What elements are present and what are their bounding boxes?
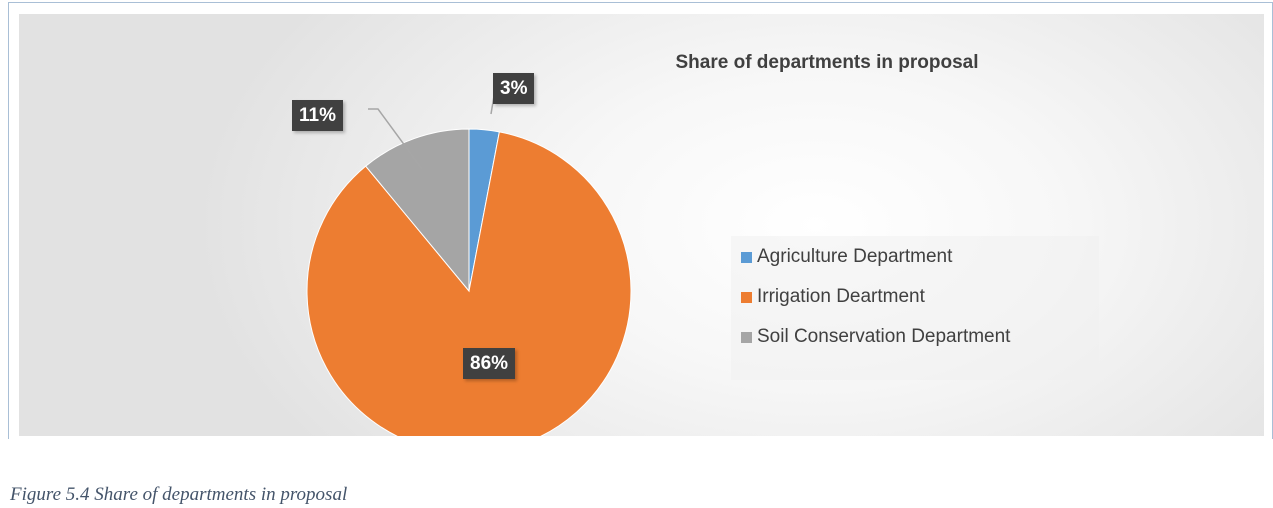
- legend-label-soil-conservation: Soil Conservation Department: [757, 326, 1011, 347]
- legend-item-soil-conservation: Soil Conservation Department: [741, 326, 1010, 348]
- data-label-irrigation: 86%: [463, 348, 516, 379]
- legend-label-agriculture: Agriculture Department: [757, 246, 953, 267]
- legend-item-agriculture: Agriculture Department: [741, 246, 952, 268]
- leader-line-soil-conservation: [368, 108, 423, 170]
- pie-slice-irrigation: [306, 131, 632, 436]
- figure-caption: Figure 5.4 Share of departments in propo…: [10, 484, 348, 505]
- chart-legend: Agriculture Department Irrigation Deartme…: [731, 236, 1099, 380]
- data-label-soil-conservation: 11%: [292, 100, 343, 131]
- chart-title: Share of departments in proposal: [675, 52, 979, 73]
- pie-chart: [306, 83, 632, 436]
- data-label-agriculture: 3%: [493, 73, 535, 104]
- legend-swatch-soil-conservation: [741, 331, 752, 343]
- chart-area: Share of departments in proposal Agricul…: [19, 14, 1264, 436]
- legend-item-irrigation: Irrigation Deartment: [741, 286, 925, 308]
- pie-slice-soil-conservation: [365, 128, 470, 293]
- legend-swatch-agriculture: [741, 251, 752, 263]
- legend-label-irrigation: Irrigation Deartment: [757, 286, 925, 307]
- legend-swatch-irrigation: [741, 291, 752, 303]
